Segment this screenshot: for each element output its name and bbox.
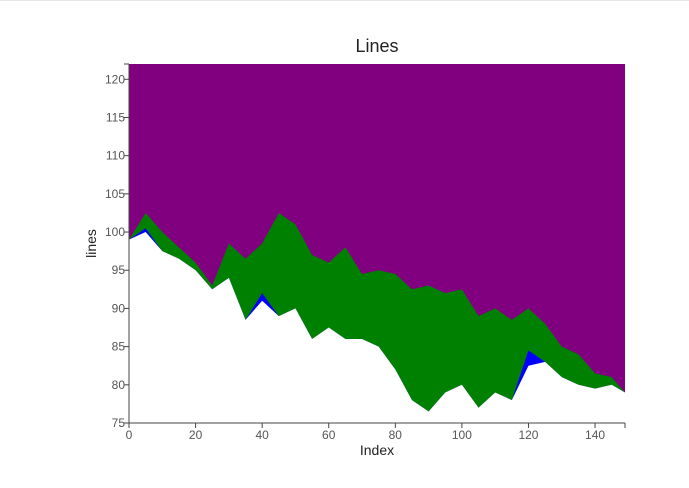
y-tick-label: 105 [105, 187, 125, 201]
x-tick-label: 100 [452, 428, 472, 442]
y-axis-title: lines [83, 229, 99, 258]
y-tick-label: 90 [112, 301, 126, 315]
x-tick-label: 120 [518, 428, 538, 442]
top-rule [0, 0, 689, 1]
axes [128, 64, 625, 424]
y-tick-label: 115 [106, 110, 125, 124]
x-tick-label: 140 [585, 428, 605, 442]
x-axis-title: Index [360, 442, 394, 458]
y-tick-label: 75 [112, 416, 126, 430]
y-tick-label: 100 [105, 225, 125, 239]
y-tick-label: 95 [112, 263, 126, 277]
x-tick-label: 40 [255, 428, 269, 442]
x-tick-label: 0 [126, 428, 133, 442]
y-tick-label: 80 [112, 378, 126, 392]
series-area-0 [129, 232, 625, 423]
series-areas [129, 64, 625, 423]
ticks: 75 80 85 90 95 100 105 110 115 120 0 20 40 60 80 100 120… [105, 63, 626, 442]
x-tick-label: 60 [322, 428, 336, 442]
y-tick-label: 85 [112, 340, 126, 354]
chart-title: Lines [355, 36, 398, 56]
y-tick-label: 120 [105, 72, 125, 86]
x-tick-label: 80 [389, 428, 403, 442]
y-tick-label: 110 [106, 149, 125, 163]
x-tick-label: 20 [189, 428, 203, 442]
